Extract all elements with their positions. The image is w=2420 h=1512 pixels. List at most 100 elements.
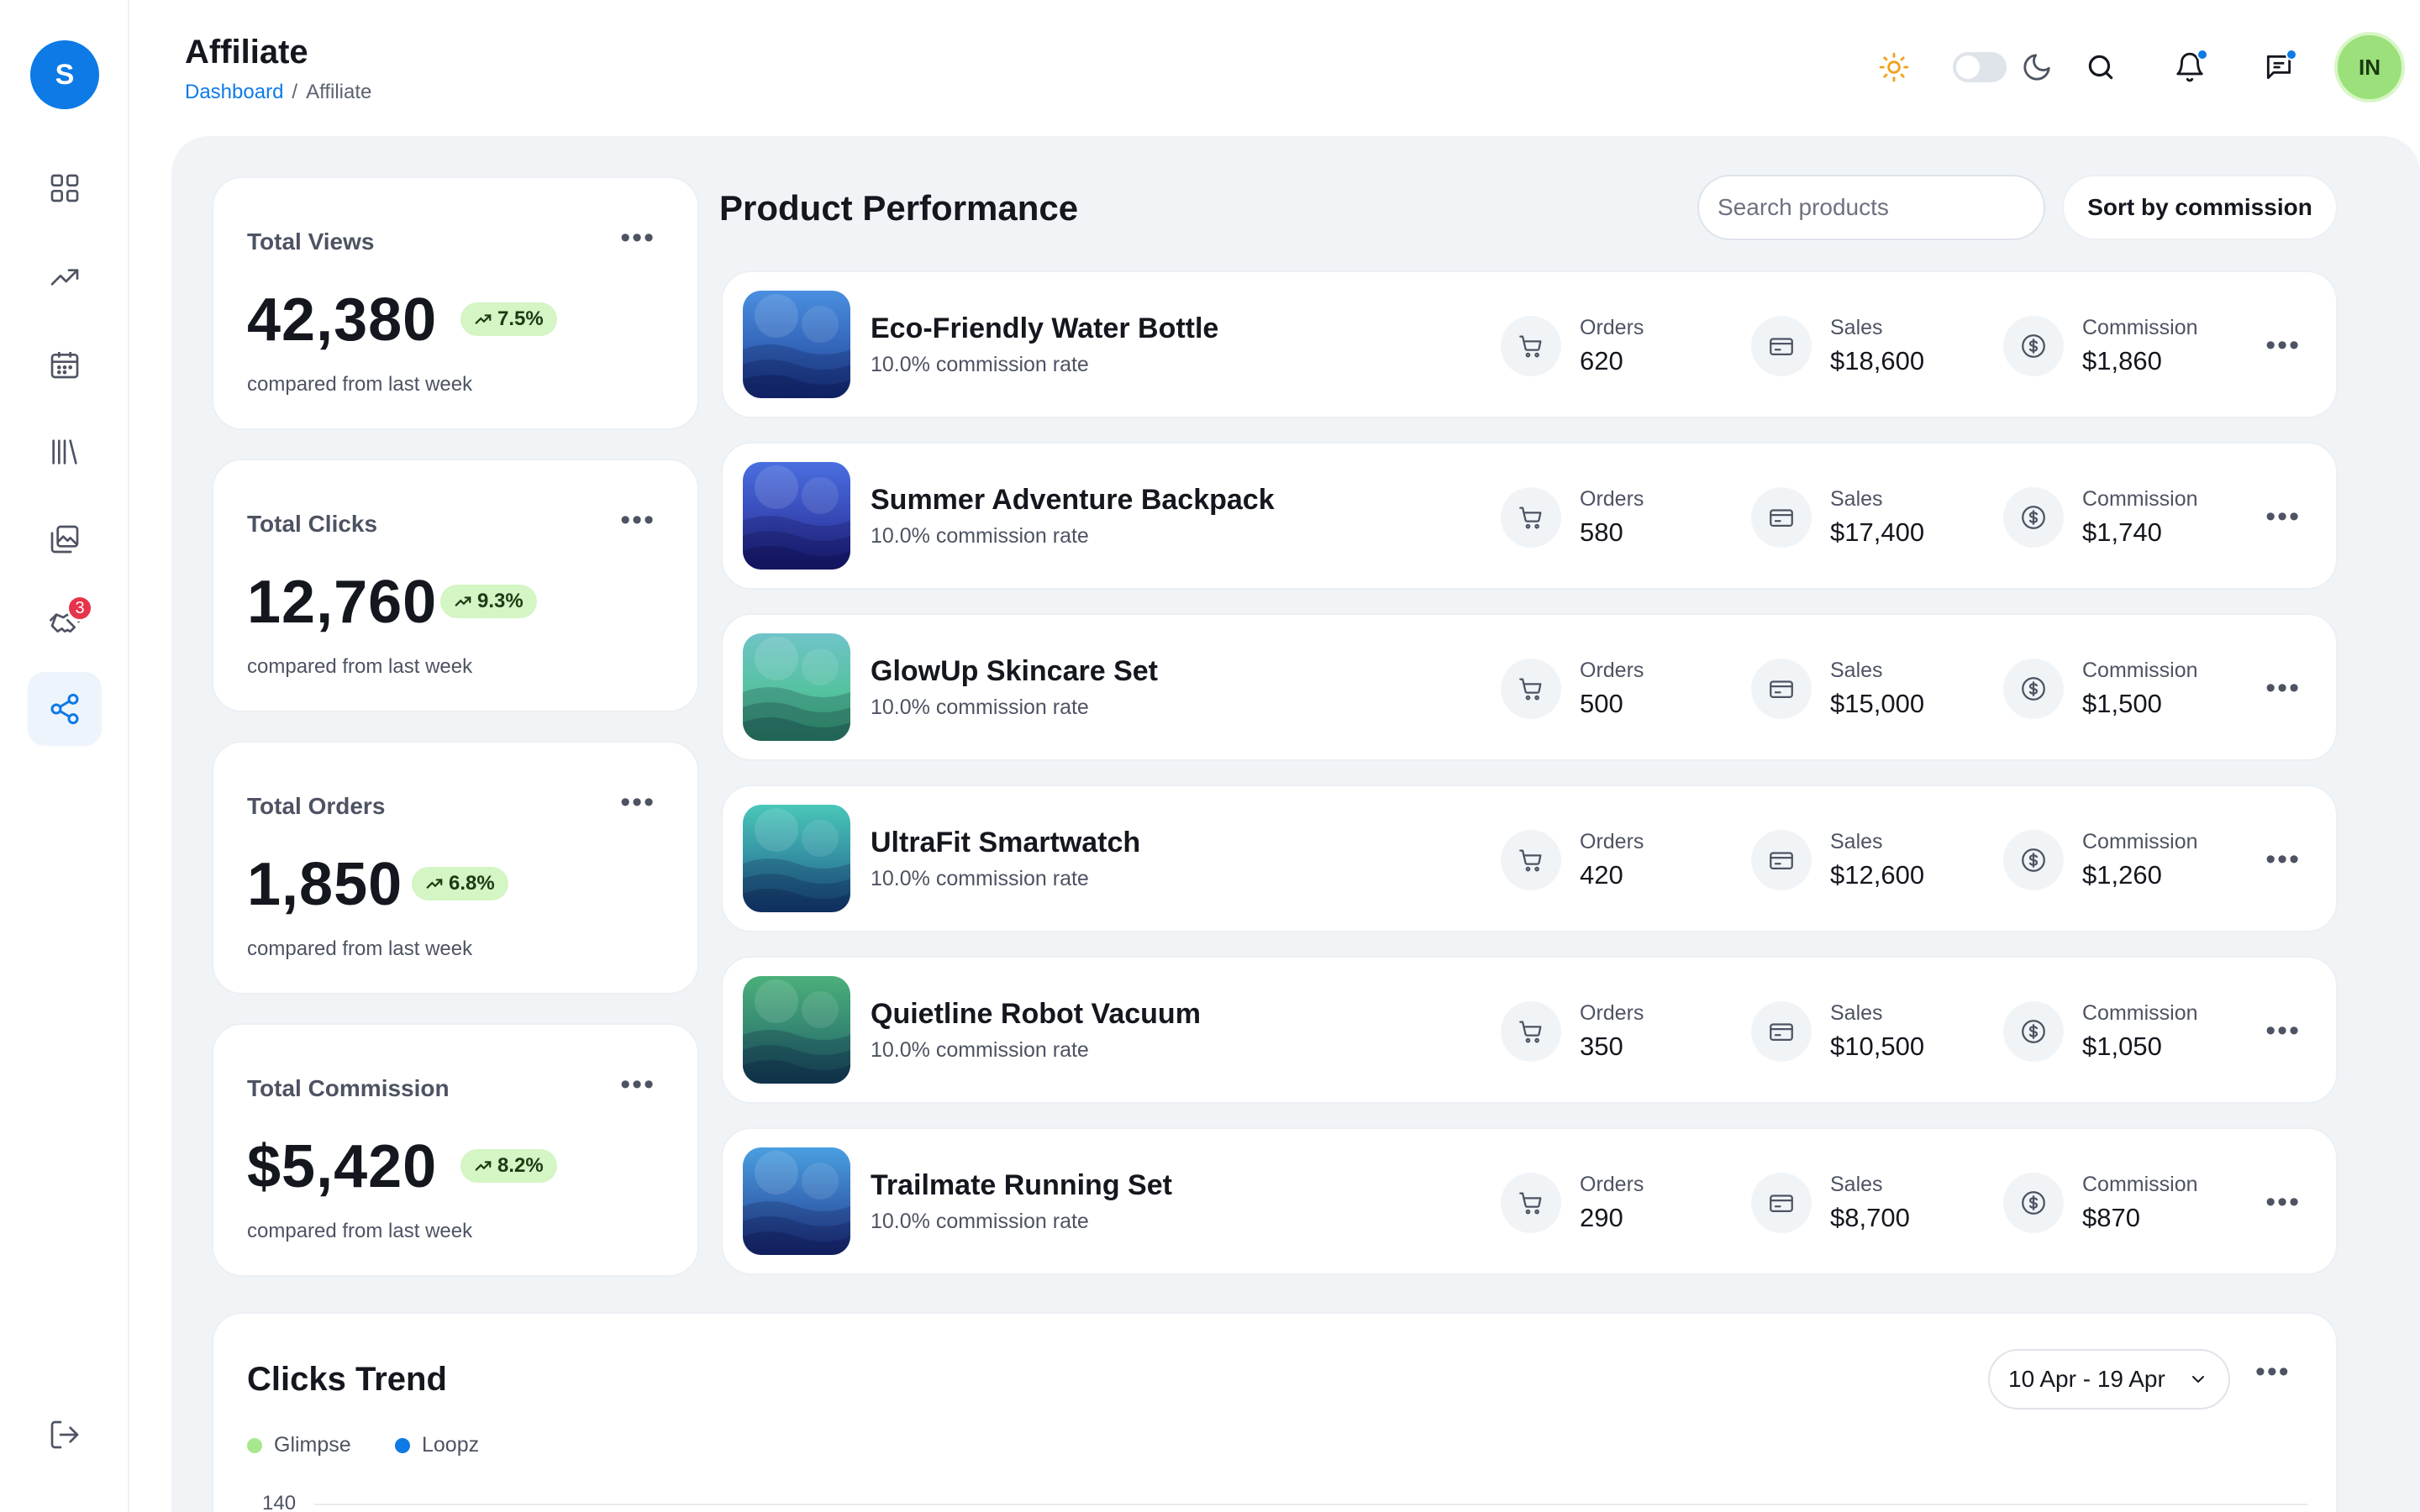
product-name[interactable]: Quietline Robot Vacuum — [871, 998, 1201, 1030]
cart-icon — [1501, 487, 1561, 548]
stat-label: Total Commission — [247, 1075, 450, 1101]
orders-label: Orders — [1580, 1173, 1644, 1196]
stat-label: Total Clicks — [247, 511, 378, 537]
product-thumbnail — [743, 633, 850, 741]
orders-value: 420 — [1580, 860, 1623, 890]
trend-up-icon — [475, 1161, 492, 1171]
sales-value: $8,700 — [1830, 1203, 1910, 1232]
search-icon — [2088, 55, 2113, 80]
more-options-icon[interactable]: ••• — [2265, 672, 2301, 704]
more-options-icon[interactable]: ••• — [2265, 329, 2301, 361]
product-row[interactable]: Quietline Robot Vacuum 10.0% commission r… — [721, 956, 2338, 1104]
legend-label: Glimpse — [274, 1433, 351, 1457]
stat-change-badge: 6.8% — [412, 867, 508, 900]
commission-value: $1,740 — [2082, 517, 2162, 547]
more-options-icon[interactable]: ••• — [620, 222, 655, 254]
theme-toggle[interactable] — [1953, 52, 2007, 82]
product-name[interactable]: Summer Adventure Backpack — [871, 484, 1275, 516]
breadcrumb-separator: / — [292, 81, 298, 103]
product-row[interactable]: GlowUp Skincare Set 10.0% commission rate… — [721, 613, 2338, 761]
stat-subtext: compared from last week — [247, 655, 473, 678]
library-icon — [52, 439, 77, 465]
sales-label: Sales — [1830, 1001, 1883, 1025]
stat-card-orders: Total Orders ••• 1,850 6.8% compared fro… — [212, 741, 699, 995]
clicks-trend-card: Clicks Trend 10 Apr - 19 Apr ••• Glimpse… — [212, 1312, 2338, 1512]
sidebar-item-gallery[interactable] — [28, 502, 102, 576]
messages-button[interactable] — [2259, 47, 2299, 87]
stat-label: Total Views — [247, 228, 375, 255]
commission-rate: 10.0% commission rate — [871, 1038, 1089, 1062]
stat-value: 12,760 — [247, 569, 438, 636]
avatar[interactable]: IN — [2334, 32, 2405, 102]
light-mode-icon[interactable] — [1874, 47, 1914, 87]
more-options-icon[interactable]: ••• — [2255, 1356, 2291, 1388]
more-options-icon[interactable]: ••• — [620, 504, 655, 536]
logout-icon — [50, 1420, 79, 1449]
credit-card-icon — [1751, 487, 1812, 548]
cart-icon — [1501, 1001, 1561, 1062]
product-name[interactable]: GlowUp Skincare Set — [871, 655, 1158, 687]
more-options-icon[interactable]: ••• — [620, 786, 655, 818]
sidebar-item-dashboard[interactable] — [28, 151, 102, 225]
sidebar-item-library[interactable] — [28, 415, 102, 489]
product-thumbnail — [743, 805, 850, 912]
sales-label: Sales — [1830, 487, 1883, 511]
message-dot — [2286, 49, 2297, 60]
notifications-button[interactable] — [2170, 47, 2210, 87]
commission-label: Commission — [2082, 316, 2198, 339]
commission-rate: 10.0% commission rate — [871, 524, 1089, 548]
breadcrumb-dashboard-link[interactable]: Dashboard — [185, 81, 284, 103]
stat-value: 1,850 — [247, 851, 403, 918]
more-options-icon[interactable]: ••• — [2265, 501, 2301, 533]
product-name[interactable]: Eco-Friendly Water Bottle — [871, 312, 1219, 344]
more-options-icon[interactable]: ••• — [2265, 1015, 2301, 1047]
sidebar-item-analytics[interactable] — [28, 240, 102, 314]
orders-value: 290 — [1580, 1203, 1623, 1232]
product-row[interactable]: Eco-Friendly Water Bottle 10.0% commissio… — [721, 270, 2338, 418]
cart-icon — [1501, 659, 1561, 719]
stat-change-value: 7.5% — [497, 307, 544, 330]
product-row[interactable]: Trailmate Running Set 10.0% commission ra… — [721, 1127, 2338, 1275]
product-row[interactable]: Summer Adventure Backpack 10.0% commissio… — [721, 442, 2338, 590]
stat-label: Total Orders — [247, 793, 386, 819]
stat-subtext: compared from last week — [247, 373, 473, 396]
dark-mode-icon[interactable] — [2017, 47, 2057, 87]
search-input[interactable] — [1697, 175, 2045, 240]
app-logo[interactable]: S — [30, 40, 99, 109]
logout-button[interactable] — [28, 1398, 102, 1472]
product-row[interactable]: UltraFit Smartwatch 10.0% commission rate… — [721, 785, 2338, 932]
chevron-down-icon — [2192, 1376, 2204, 1383]
product-thumbnail — [743, 1147, 850, 1255]
search-button[interactable] — [2081, 47, 2121, 87]
sidebar-item-affiliate[interactable] — [28, 672, 102, 746]
dollar-coin-icon — [2003, 830, 2064, 890]
notification-badge: 3 — [66, 595, 93, 622]
dollar-coin-icon — [2003, 1001, 2064, 1062]
legend-label: Loopz — [422, 1433, 480, 1457]
stat-change-value: 9.3% — [477, 590, 523, 612]
date-range-select[interactable]: 10 Apr - 19 Apr — [1988, 1349, 2230, 1410]
legend-dot — [395, 1437, 410, 1453]
sidebar-item-partners[interactable]: 3 — [28, 585, 102, 659]
commission-label: Commission — [2082, 1173, 2198, 1196]
breadcrumb: Dashboard / Affiliate — [185, 81, 371, 104]
stat-subtext: compared from last week — [247, 937, 473, 960]
legend-item-glimpse: Glimpse — [247, 1433, 351, 1457]
notification-dot — [2196, 49, 2208, 60]
orders-label: Orders — [1580, 487, 1644, 511]
product-name[interactable]: UltraFit Smartwatch — [871, 827, 1141, 858]
commission-rate: 10.0% commission rate — [871, 696, 1089, 719]
orders-label: Orders — [1580, 659, 1644, 682]
more-options-icon[interactable]: ••• — [2265, 843, 2301, 875]
dollar-coin-icon — [2003, 316, 2064, 376]
more-options-icon[interactable]: ••• — [2265, 1186, 2301, 1218]
sidebar-item-calendar[interactable] — [28, 328, 102, 402]
orders-label: Orders — [1580, 316, 1644, 339]
trend-up-icon — [426, 879, 443, 889]
orders-value: 350 — [1580, 1032, 1623, 1061]
commission-rate: 10.0% commission rate — [871, 867, 1089, 890]
sort-button[interactable]: Sort by commission — [2062, 175, 2338, 240]
product-name[interactable]: Trailmate Running Set — [871, 1169, 1172, 1201]
more-options-icon[interactable]: ••• — [620, 1068, 655, 1100]
dollar-coin-icon — [2003, 1173, 2064, 1233]
